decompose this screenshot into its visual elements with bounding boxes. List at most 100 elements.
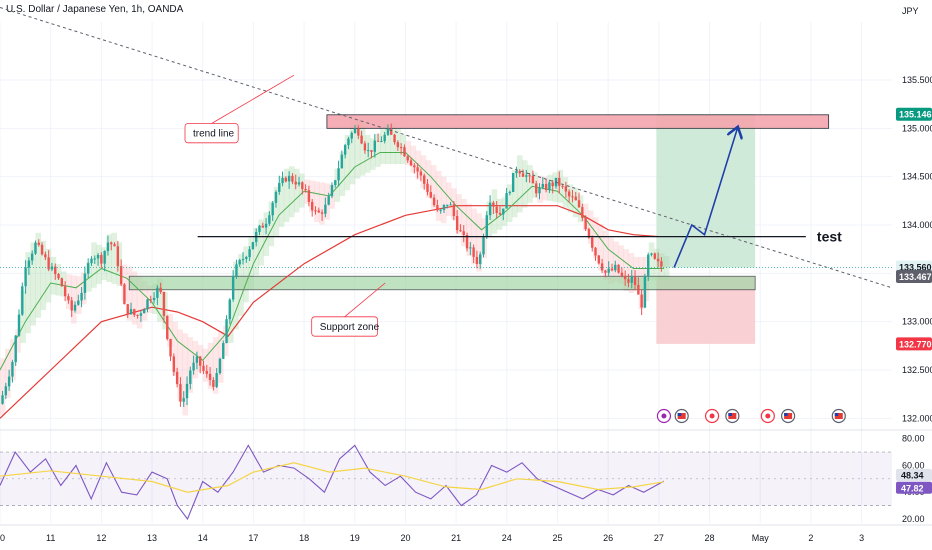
candle-body [343,145,347,155]
candle-body [340,154,344,169]
trend-cloud-band [217,331,224,383]
candle-body [617,264,620,273]
candle-body [34,242,37,254]
price-tag-value: 133.467 [899,272,932,282]
price-tick-label: 135.500 [902,75,932,85]
candle-body [195,356,199,363]
callout-pointer [211,74,295,124]
candle-body [419,171,423,176]
candle-body [294,181,297,185]
trend-cloud-band [25,252,31,334]
candle-body [367,150,370,152]
candle-body [251,242,255,250]
candle-body [380,141,383,143]
time-tick-label: 3 [859,533,864,543]
trend-cloud-band [60,271,67,297]
callout-box [184,123,239,144]
candle-body [231,275,235,300]
candle-body [205,370,208,374]
candle-body [459,230,462,232]
candle-body [110,242,113,245]
trend-cloud-band [420,155,427,189]
price-tag-bg [896,270,932,284]
trend-cloud-band [111,232,118,284]
trend-cloud-band [157,278,163,322]
price-tag: 135.146 [896,107,932,121]
candle-body [175,371,179,385]
candle-body [106,242,110,252]
candle-body [248,249,251,258]
trend-cloud-band [106,234,112,283]
candle-body [564,186,568,192]
candle-body [390,129,393,135]
candle-body [574,196,577,201]
candle-body [432,197,436,206]
trend-cloud-band [380,128,386,165]
candle-body [541,183,545,188]
trend-cloud-band [552,172,558,202]
candle-body [225,319,228,344]
candle-body [166,315,169,339]
candle-body [136,314,139,316]
candle-body [235,264,238,276]
time-tick-label: 27 [654,533,664,543]
time-tick-label: 20 [400,533,410,543]
trend-cloud-band [623,249,629,291]
flag-stripes [728,413,737,419]
candle-body [202,365,205,371]
callout-pointer [344,282,386,318]
time-tick-label: 24 [502,533,512,543]
trend-cloud-band [663,255,670,281]
price-tick-label: 132.000 [902,413,932,423]
trend-cloud-band [613,241,619,282]
time-tick-label: 26 [603,533,613,543]
candle-body [535,183,538,194]
rsi-tick-label: 60.00 [902,460,925,470]
candle-body [24,267,27,287]
trend-cloud-band [491,189,498,234]
time-tick-label: May [752,533,770,543]
trend-cloud-band [293,168,300,213]
candle-body [551,182,554,187]
candle-body [502,208,505,215]
candle-body [169,338,172,357]
candle-body [21,286,24,315]
trend-cloud-band [400,134,406,165]
rsi-tag-bg [896,481,932,494]
event-dot [661,413,667,419]
callout-box [311,316,378,337]
price-tag-bg [896,337,932,351]
candle-body [446,204,449,206]
rsi-tick-label: 20.00 [902,514,925,524]
time-tick-label: 25 [552,533,562,543]
time-tick-label: 18 [299,533,309,543]
candle-body [475,256,479,264]
flag-stripes [834,413,843,419]
trend-cloud-band [5,348,11,399]
price-tick-label: 135.000 [902,123,932,133]
candle-body [393,134,396,143]
candle-body [479,254,482,264]
trend-cloud-band [116,242,123,286]
candle-body [63,286,67,297]
candle-body [162,292,166,316]
candle-body [485,215,488,238]
trend-cloud-band [648,242,655,281]
rsi-tick-label: 80.00 [902,434,925,444]
candle-body [17,314,21,336]
candle-body [413,165,416,168]
candle-body [90,258,93,264]
candle-body [179,384,182,402]
price-tick-label: 133.000 [902,317,932,327]
candle-body [482,237,485,255]
candle-body [57,274,60,279]
candle-body [594,247,597,256]
candle-body [581,207,584,219]
trend-cloud-band [15,329,21,353]
price-tag-value: 132.770 [899,339,932,349]
candle-body [363,143,367,151]
candle-body [126,304,129,314]
candle-body [83,273,87,293]
trend-cloud-band [96,244,102,284]
